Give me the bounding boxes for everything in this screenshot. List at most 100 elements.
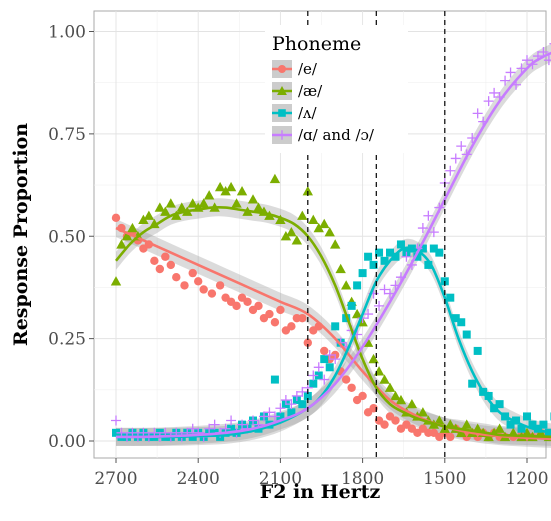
data-point	[390, 390, 401, 401]
data-point	[314, 371, 323, 380]
data-point	[533, 424, 542, 433]
data-point	[347, 301, 356, 310]
data-point	[468, 379, 477, 388]
data-point	[517, 424, 526, 433]
data-point	[276, 305, 285, 315]
data-point	[358, 269, 367, 278]
data-point	[330, 354, 341, 365]
data-point	[110, 276, 122, 286]
data-point	[198, 198, 209, 208]
data-point	[220, 186, 231, 196]
data-point	[297, 386, 308, 397]
data-point	[391, 416, 400, 425]
data-point	[291, 235, 303, 245]
data-point	[171, 210, 182, 220]
data-point	[111, 213, 121, 223]
data-point	[248, 415, 258, 426]
data-point	[379, 374, 390, 384]
data-point	[236, 186, 248, 196]
legend-label: /ɑ/ and /ɔ/	[298, 126, 375, 144]
data-point	[116, 239, 127, 249]
data-point	[138, 214, 149, 225]
data-point	[280, 231, 292, 241]
axis-ticks: 2700 2400 2100 1800 1500 1200 0.00 0.25 0.50 0.75…	[48, 23, 548, 490]
data-point	[484, 391, 493, 400]
legend-label: /æ/	[298, 82, 323, 100]
data-point	[176, 202, 187, 212]
data-point	[291, 390, 302, 401]
data-point	[308, 214, 319, 225]
data-point	[528, 420, 537, 429]
data-point	[227, 424, 236, 433]
data-point	[143, 210, 155, 220]
confidence-band	[116, 44, 551, 446]
legend-marker	[278, 65, 286, 73]
data-point	[428, 227, 439, 238]
data-point	[155, 264, 165, 274]
data-point	[523, 412, 531, 421]
data-point	[265, 309, 274, 319]
data-point	[396, 240, 405, 249]
data-point	[187, 198, 198, 208]
data-point	[214, 181, 226, 192]
data-point	[461, 419, 472, 429]
data-point	[313, 222, 324, 233]
data-point	[369, 404, 378, 413]
fitted-curve	[115, 206, 551, 439]
data-point	[374, 300, 385, 311]
x-tick-label: 2700	[94, 469, 137, 489]
legend-item: /e/	[272, 60, 318, 78]
data-point	[269, 411, 280, 422]
data-point	[364, 252, 373, 261]
data-point	[231, 198, 242, 208]
data-point	[500, 75, 511, 86]
data-point	[462, 330, 471, 339]
data-point	[472, 108, 483, 119]
data-point	[516, 63, 527, 74]
data-point	[391, 252, 400, 261]
data-point	[521, 427, 533, 437]
data-point	[347, 383, 356, 392]
y-tick-label: 0.75	[48, 125, 86, 145]
data-point	[286, 399, 297, 410]
data-point	[358, 391, 367, 401]
data-point	[446, 293, 455, 302]
data-point	[287, 322, 296, 331]
y-tick-label: 0.25	[48, 330, 86, 350]
legend: Phoneme /e/ /æ/ /ʌ/ /ɑ/ and /ɔ/	[265, 25, 408, 153]
data-point	[313, 362, 324, 373]
data-point	[434, 415, 445, 425]
data-point	[207, 289, 217, 298]
data-point	[483, 431, 494, 442]
data-point	[309, 379, 318, 388]
data-point	[154, 202, 166, 212]
data-point	[379, 284, 390, 295]
data-point	[303, 391, 312, 400]
data-point	[121, 231, 133, 241]
x-tick-label: 1800	[341, 469, 384, 489]
data-point	[445, 165, 456, 176]
data-point	[254, 301, 263, 311]
data-point	[226, 415, 237, 426]
legend-item: /ʌ/	[272, 104, 318, 122]
data-point	[297, 210, 308, 220]
data-point	[253, 202, 264, 212]
legend-marker	[277, 86, 287, 95]
data-point	[286, 226, 297, 237]
data-point	[232, 301, 241, 311]
data-point	[456, 141, 467, 152]
data-point	[270, 375, 279, 384]
data-point	[539, 420, 548, 429]
data-point	[473, 346, 482, 355]
data-point	[287, 408, 296, 417]
legend-item: /æ/	[272, 82, 323, 100]
data-point	[324, 226, 335, 237]
data-point	[446, 432, 455, 442]
y-tick-label: 0.50	[48, 227, 86, 247]
x-tick-label: 2400	[177, 469, 220, 489]
data-point	[413, 252, 422, 261]
data-point	[380, 420, 389, 429]
data-point	[269, 173, 281, 184]
data-point	[161, 252, 170, 261]
